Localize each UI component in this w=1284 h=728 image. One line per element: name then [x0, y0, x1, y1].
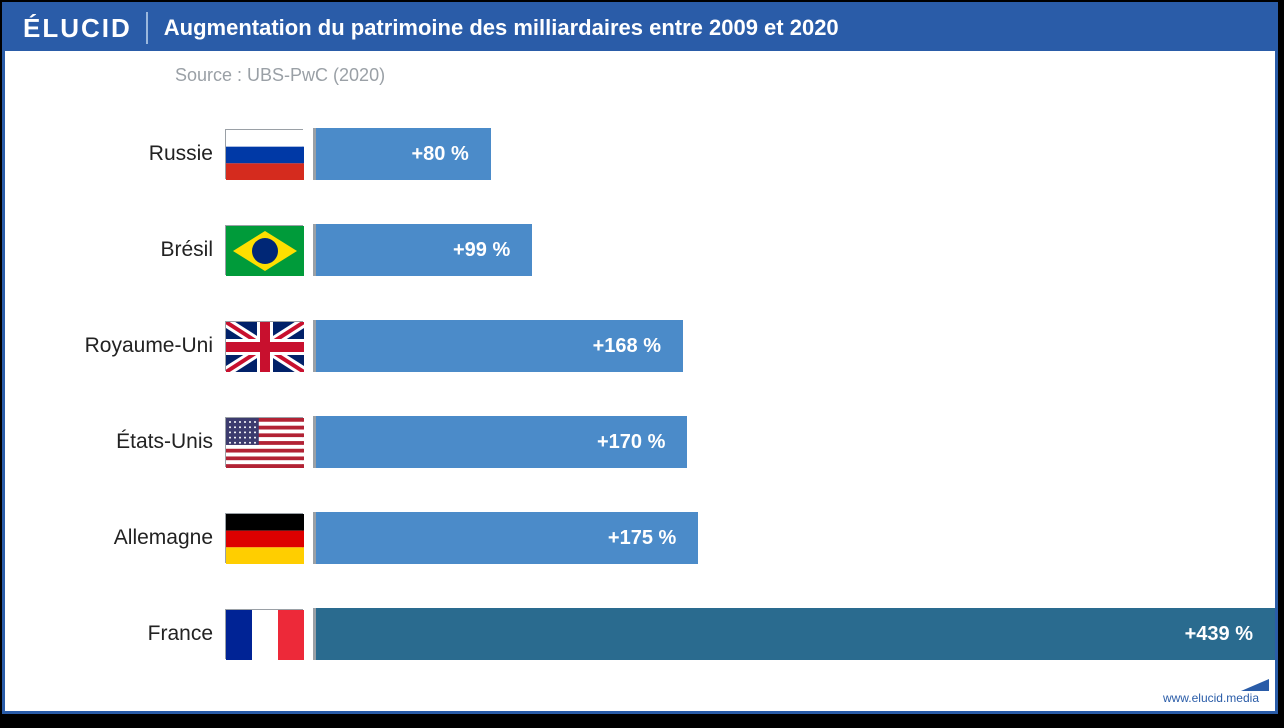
bar-label: Royaume-Uni: [45, 334, 225, 358]
bar: +168 %: [316, 320, 683, 372]
bar-track: +168 %: [313, 320, 1275, 372]
bar: +80 %: [316, 128, 491, 180]
bar-value: +439 %: [1185, 623, 1253, 646]
bar: +99 %: [316, 224, 532, 276]
bar-label: France: [45, 622, 225, 646]
bar-label: Russie: [45, 142, 225, 166]
chart-row: Royaume-Uni +168 %: [45, 298, 1275, 394]
bar-value: +175 %: [608, 527, 676, 550]
bar-track: +99 %: [313, 224, 1275, 276]
header-bar: ÉLUCID Augmentation du patrimoine des mi…: [5, 5, 1275, 51]
chart-row: Russie +80 %: [45, 106, 1275, 202]
germany-flag-icon: [225, 513, 303, 563]
bar: +439 %: [316, 608, 1275, 660]
bar-track: +170 %: [313, 416, 1275, 468]
bar-label: Allemagne: [45, 526, 225, 550]
bar-value: +168 %: [593, 335, 661, 358]
chart-title: Augmentation du patrimoine des milliarda…: [148, 15, 839, 41]
bar-label: États-Unis: [45, 430, 225, 454]
uk-flag-icon: [225, 321, 303, 371]
bar-chart: Russie +80 % Brésil +99 % Royaume-Uni +168 % É…: [5, 86, 1275, 682]
brazil-flag-icon: [225, 225, 303, 275]
chart-frame: ÉLUCID Augmentation du patrimoine des mi…: [2, 2, 1278, 714]
bar-track: +80 %: [313, 128, 1275, 180]
bar-value: +99 %: [453, 239, 510, 262]
chart-row: France +439 %: [45, 586, 1275, 682]
bar-track: +439 %: [313, 608, 1275, 660]
bar-track: +175 %: [313, 512, 1275, 564]
bottom-strip: [0, 718, 1284, 726]
france-flag-icon: [225, 609, 303, 659]
bar-label: Brésil: [45, 238, 225, 262]
usa-flag-icon: [225, 417, 303, 467]
footer-link: www.elucid.media: [1163, 691, 1259, 705]
bar: +175 %: [316, 512, 698, 564]
bar-value: +80 %: [411, 143, 468, 166]
russia-flag-icon: [225, 129, 303, 179]
brand-logo: ÉLUCID: [5, 12, 148, 44]
chart-row: Brésil +99 %: [45, 202, 1275, 298]
chart-row: États-Unis +170 %: [45, 394, 1275, 490]
bar-value: +170 %: [597, 431, 665, 454]
brand-wedge-icon: [1241, 679, 1269, 691]
bar: +170 %: [316, 416, 687, 468]
source-text: Source : UBS-PwC (2020): [5, 51, 1275, 86]
chart-row: Allemagne +175 %: [45, 490, 1275, 586]
